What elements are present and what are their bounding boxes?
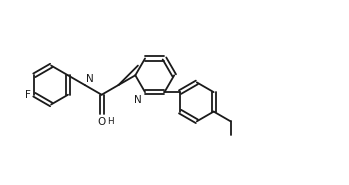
Text: N: N: [86, 73, 94, 84]
Text: N: N: [134, 95, 142, 105]
Text: H: H: [107, 117, 113, 126]
Text: O: O: [97, 117, 106, 127]
Text: F: F: [25, 90, 31, 100]
